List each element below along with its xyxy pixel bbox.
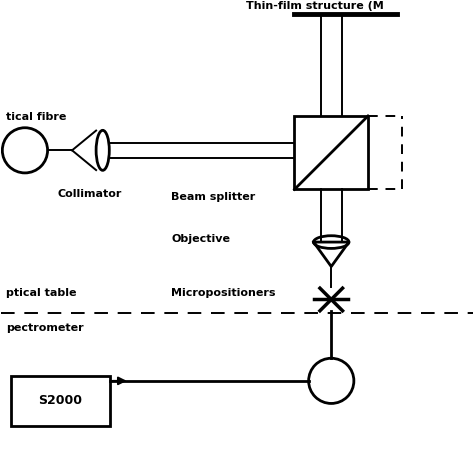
Bar <box>11 376 110 426</box>
Text: Micropositioners: Micropositioners <box>171 288 275 298</box>
Text: tical fibre: tical fibre <box>6 112 66 122</box>
Text: pectrometer: pectrometer <box>6 323 84 334</box>
Text: Beam splitter: Beam splitter <box>171 191 255 202</box>
Text: Collimator: Collimator <box>58 190 122 200</box>
Text: Objective: Objective <box>171 234 230 244</box>
Text: ptical table: ptical table <box>6 288 77 298</box>
Text: Thin-film structure (M: Thin-film structure (M <box>246 1 384 11</box>
Bar <box>294 116 368 190</box>
Text: S2000: S2000 <box>38 394 82 407</box>
